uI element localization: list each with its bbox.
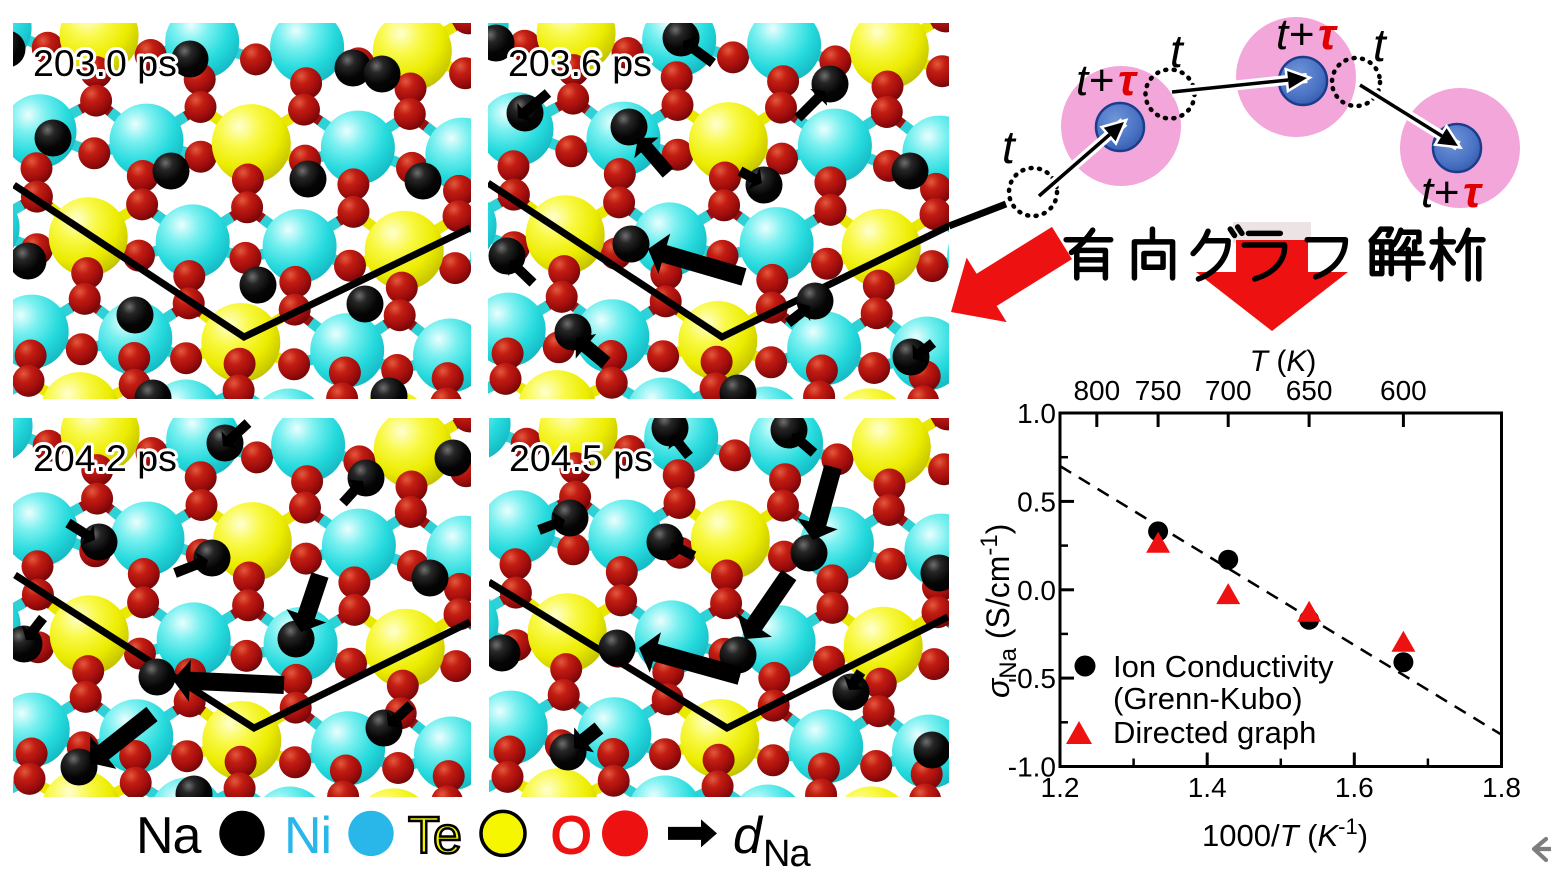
svg-text:204.5 ps: 204.5 ps — [509, 437, 653, 479]
svg-text:700: 700 — [1205, 375, 1252, 406]
svg-text:t+: t+ — [1276, 10, 1314, 59]
svg-text:1.2: 1.2 — [1041, 772, 1080, 803]
svg-text:-0.5: -0.5 — [1008, 663, 1056, 694]
svg-text:Te: Te — [408, 807, 461, 865]
svg-text:1.4: 1.4 — [1188, 772, 1227, 803]
svg-text:650: 650 — [1286, 375, 1333, 406]
svg-text:0.5: 0.5 — [1017, 486, 1056, 517]
svg-text:t+: t+ — [1076, 56, 1114, 105]
svg-text:σNa (S/cm-1): σNa (S/cm-1) — [976, 524, 1022, 698]
svg-text:800: 800 — [1073, 375, 1120, 406]
svg-text:d: d — [733, 807, 764, 865]
svg-text:203.0 ps: 203.0 ps — [33, 42, 177, 84]
svg-text:204.2 ps: 204.2 ps — [33, 437, 177, 479]
svg-text:1.8: 1.8 — [1482, 772, 1521, 803]
svg-text:0.0: 0.0 — [1017, 575, 1056, 606]
svg-text:Na: Na — [136, 807, 202, 865]
svg-text:-1.0: -1.0 — [1008, 752, 1056, 783]
svg-text:τ: τ — [1118, 56, 1138, 105]
svg-text:t: t — [1170, 25, 1185, 77]
svg-text:t: t — [1002, 121, 1017, 173]
svg-text:τ: τ — [1318, 10, 1338, 59]
svg-text:Ion Conductivity: Ion Conductivity — [1113, 649, 1334, 684]
svg-text:Na: Na — [763, 833, 811, 875]
svg-text:t: t — [1373, 19, 1388, 71]
svg-text:1.6: 1.6 — [1335, 772, 1374, 803]
svg-text:τ: τ — [1463, 168, 1483, 217]
svg-text:1.0: 1.0 — [1017, 398, 1056, 429]
svg-text:t+: t+ — [1421, 168, 1459, 217]
svg-text:Directed graph: Directed graph — [1113, 715, 1316, 750]
svg-text:T (K): T (K) — [1250, 345, 1317, 378]
svg-text:(Grenn-Kubo): (Grenn-Kubo) — [1113, 681, 1303, 716]
svg-text:750: 750 — [1135, 375, 1182, 406]
svg-text:O: O — [551, 807, 590, 865]
svg-text:203.6 ps: 203.6 ps — [508, 42, 652, 84]
svg-text:Ni: Ni — [284, 807, 331, 865]
svg-text:600: 600 — [1380, 375, 1427, 406]
